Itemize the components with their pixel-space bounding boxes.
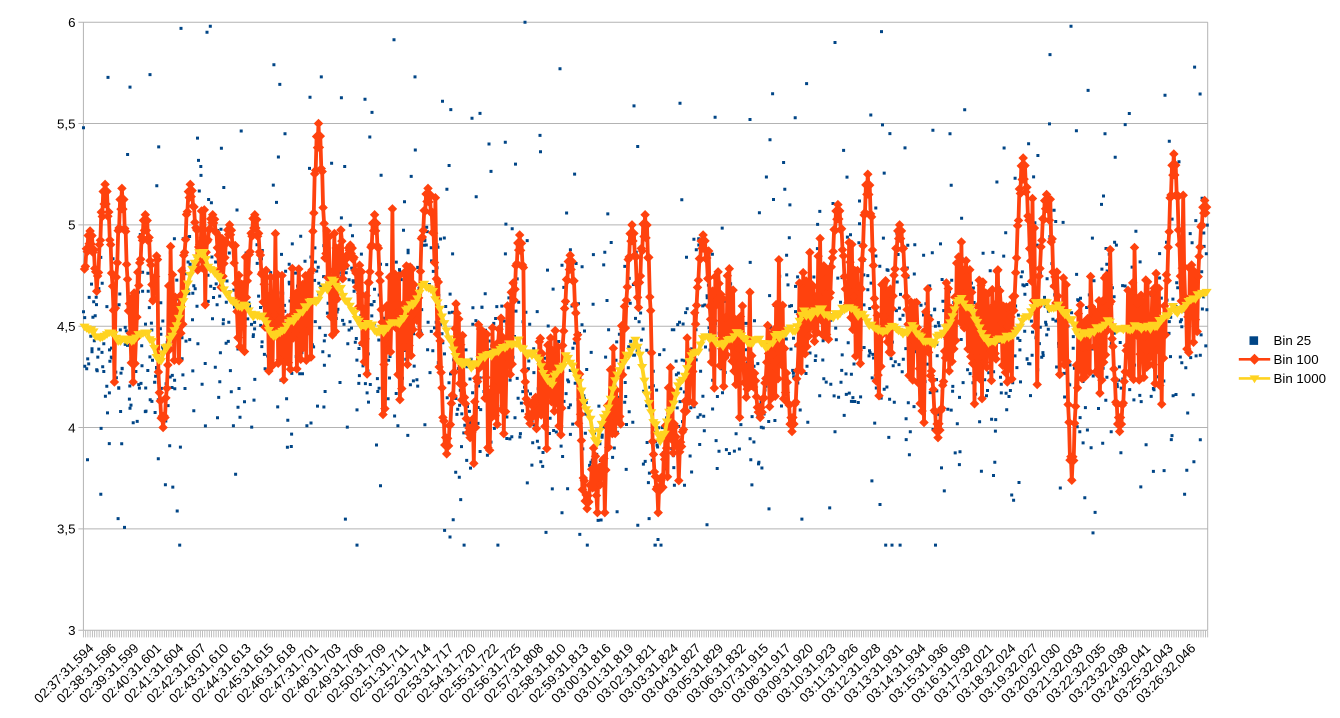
svg-text:4,5: 4,5 [57, 319, 76, 334]
svg-text:Bin 1000: Bin 1000 [1274, 371, 1327, 386]
svg-text:3,5: 3,5 [57, 522, 76, 537]
svg-text:5: 5 [68, 218, 75, 233]
svg-text:5,5: 5,5 [57, 116, 76, 131]
svg-text:3: 3 [68, 623, 75, 638]
svg-text:4: 4 [68, 420, 75, 435]
svg-text:6: 6 [68, 15, 75, 30]
svg-text:Bin 100: Bin 100 [1274, 352, 1319, 367]
svg-text:Bin 25: Bin 25 [1274, 333, 1312, 348]
